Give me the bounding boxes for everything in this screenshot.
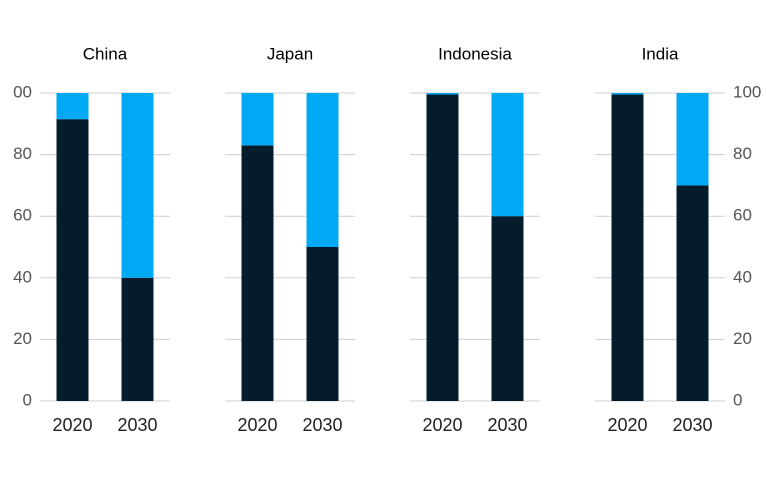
bar-segment: [306, 93, 339, 247]
bar-segment: [56, 93, 89, 120]
panel-title: China: [83, 44, 128, 63]
y-tick-label: 00: [13, 82, 32, 101]
y-tick-label: 80: [13, 144, 32, 163]
x-tick-label: 2020: [607, 415, 647, 435]
panel-title: India: [642, 44, 679, 63]
x-tick-label: 2020: [237, 415, 277, 435]
panel-title: Japan: [267, 44, 313, 63]
bar-segment: [241, 145, 274, 401]
x-tick-label: 2020: [422, 415, 462, 435]
bar-segment: [121, 277, 154, 401]
y-tick-label: 40: [733, 267, 752, 286]
bar-segment: [121, 93, 154, 278]
bar-segment: [56, 119, 89, 402]
x-tick-label: 2020: [52, 415, 92, 435]
y-tick-label: 80: [733, 144, 752, 163]
x-tick-label: 2030: [487, 415, 527, 435]
x-tick-label: 2030: [302, 415, 342, 435]
bar-segment: [676, 185, 709, 401]
x-tick-label: 2030: [672, 415, 712, 435]
y-tick-label: 20: [13, 329, 32, 348]
bar-segment: [491, 93, 524, 217]
y-tick-label: 40: [13, 267, 32, 286]
y-tick-label: 0: [23, 390, 32, 409]
bar-segment: [611, 94, 644, 401]
y-tick-label: 60: [13, 206, 32, 225]
y-tick-label: 0: [733, 390, 742, 409]
bar-segment: [306, 247, 339, 401]
bar-segment: [426, 93, 459, 95]
bar-segment: [426, 94, 459, 401]
bar-segment: [676, 93, 709, 186]
bar-segment: [241, 93, 274, 146]
bar-segment: [491, 216, 524, 401]
y-tick-label: 20: [733, 329, 752, 348]
y-tick-label: 100: [733, 82, 761, 101]
y-tick-label: 60: [733, 206, 752, 225]
panel-title: Indonesia: [438, 44, 512, 63]
bar-segment: [611, 93, 644, 95]
x-tick-label: 2030: [117, 415, 157, 435]
